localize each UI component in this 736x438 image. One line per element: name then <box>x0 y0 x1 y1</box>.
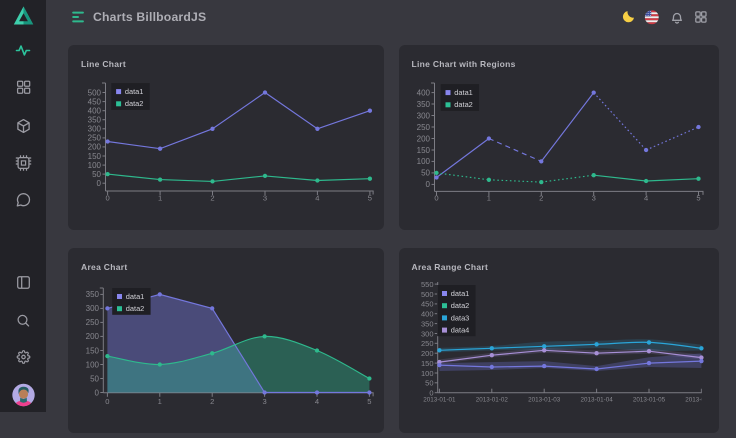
svg-text:1: 1 <box>158 194 162 203</box>
svg-text:4: 4 <box>315 397 319 406</box>
svg-text:100: 100 <box>416 157 430 166</box>
svg-text:300: 300 <box>420 329 433 338</box>
svg-text:350: 350 <box>86 290 100 299</box>
svg-text:150: 150 <box>88 152 102 161</box>
svg-text:data2: data2 <box>450 301 469 310</box>
svg-text:200: 200 <box>88 143 102 152</box>
svg-text:200: 200 <box>86 332 100 341</box>
svg-text:3: 3 <box>263 194 267 203</box>
svg-text:150: 150 <box>86 346 100 355</box>
svg-text:350: 350 <box>416 100 430 109</box>
svg-text:0: 0 <box>105 194 109 203</box>
svg-text:150: 150 <box>416 146 430 155</box>
svg-text:400: 400 <box>416 88 430 97</box>
svg-text:350: 350 <box>420 319 433 328</box>
svg-text:data2: data2 <box>125 99 143 108</box>
svg-text:5: 5 <box>367 397 371 406</box>
svg-text:data2: data2 <box>454 100 473 109</box>
svg-text:250: 250 <box>420 339 433 348</box>
svg-text:400: 400 <box>88 107 102 116</box>
svg-text:2: 2 <box>539 194 543 203</box>
svg-text:250: 250 <box>88 134 102 143</box>
svg-text:250: 250 <box>86 318 100 327</box>
svg-text:300: 300 <box>86 304 100 313</box>
svg-text:400: 400 <box>420 310 433 319</box>
svg-text:200: 200 <box>416 134 430 143</box>
svg-text:2013-01-02: 2013-01-02 <box>475 397 508 404</box>
svg-text:250: 250 <box>416 123 430 132</box>
svg-text:350: 350 <box>88 116 102 125</box>
svg-text:0: 0 <box>97 179 102 188</box>
svg-text:4: 4 <box>643 194 647 203</box>
svg-text:100: 100 <box>420 369 433 378</box>
svg-text:data1: data1 <box>450 289 469 298</box>
svg-text:data1: data1 <box>454 88 473 97</box>
svg-text:data1: data1 <box>125 87 143 96</box>
svg-text:0: 0 <box>434 194 438 203</box>
svg-text:3: 3 <box>591 194 595 203</box>
svg-text:2013-01-03: 2013-01-03 <box>528 397 561 404</box>
svg-text:300: 300 <box>88 125 102 134</box>
svg-text:200: 200 <box>420 349 433 358</box>
svg-text:50: 50 <box>425 379 433 388</box>
svg-text:0: 0 <box>95 388 100 397</box>
svg-text:150: 150 <box>420 359 433 368</box>
svg-text:4: 4 <box>315 194 319 203</box>
svg-text:2013-01-01: 2013-01-01 <box>423 397 456 404</box>
svg-text:50: 50 <box>421 169 430 178</box>
svg-text:100: 100 <box>88 161 102 170</box>
svg-text:data4: data4 <box>450 326 469 335</box>
svg-text:0: 0 <box>105 397 109 406</box>
svg-text:0: 0 <box>429 389 433 398</box>
svg-text:500: 500 <box>88 88 102 97</box>
svg-text:2013-01-05: 2013-01-05 <box>632 397 665 404</box>
svg-text:1: 1 <box>486 194 490 203</box>
svg-text:data1: data1 <box>126 292 145 301</box>
svg-text:1: 1 <box>158 397 162 406</box>
svg-text:2013-01-06: 2013-01-06 <box>685 397 718 404</box>
svg-text:data3: data3 <box>450 313 469 322</box>
svg-text:0: 0 <box>425 180 430 189</box>
svg-text:3: 3 <box>262 397 266 406</box>
svg-text:450: 450 <box>420 300 433 309</box>
svg-text:550: 550 <box>420 280 433 289</box>
svg-text:2013-01-04: 2013-01-04 <box>580 397 613 404</box>
svg-text:450: 450 <box>88 97 102 106</box>
svg-text:2: 2 <box>210 194 214 203</box>
svg-text:50: 50 <box>92 170 101 179</box>
svg-text:5: 5 <box>696 194 700 203</box>
svg-text:2: 2 <box>210 397 214 406</box>
svg-text:data2: data2 <box>126 304 145 313</box>
svg-text:5: 5 <box>368 194 372 203</box>
svg-text:50: 50 <box>90 374 99 383</box>
svg-text:100: 100 <box>86 360 100 369</box>
svg-text:500: 500 <box>420 290 433 299</box>
svg-text:300: 300 <box>416 111 430 120</box>
